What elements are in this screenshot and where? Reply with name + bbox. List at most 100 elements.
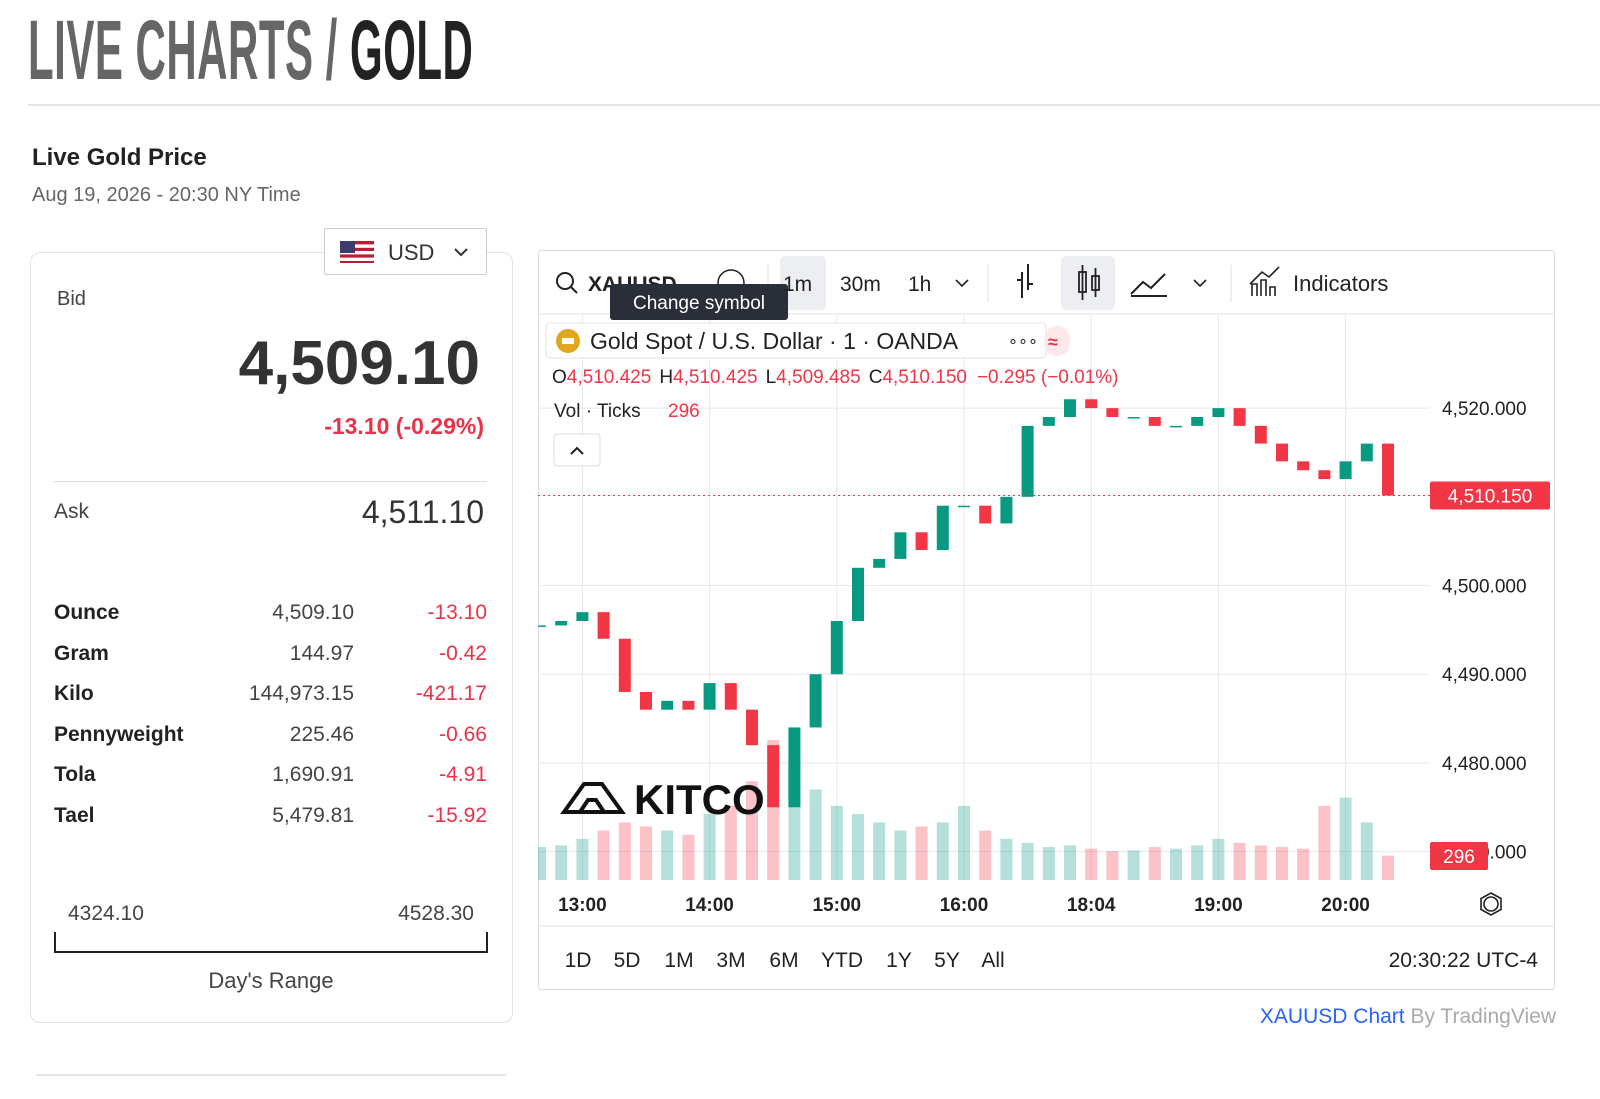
y-tick-label: 4,500.000 bbox=[1442, 577, 1527, 598]
volume-bar bbox=[724, 805, 737, 880]
unit-name: Pennyweight bbox=[54, 722, 184, 746]
chevron bbox=[454, 248, 468, 257]
unit-price: 144,973.15 bbox=[248, 682, 354, 705]
candle bbox=[852, 567, 864, 622]
unit-price: 1,690.91 bbox=[272, 763, 354, 786]
candle bbox=[1297, 461, 1310, 471]
volume-bar bbox=[1000, 838, 1013, 880]
volume-bar bbox=[746, 781, 758, 880]
svg-text:∘∘∘: ∘∘∘ bbox=[1008, 333, 1038, 350]
volume-bar bbox=[640, 826, 652, 880]
range-button[interactable]: All bbox=[981, 949, 1004, 972]
candle bbox=[1339, 461, 1352, 480]
unit-change: -4.91 bbox=[439, 763, 487, 786]
candle bbox=[661, 700, 674, 710]
candle bbox=[724, 683, 737, 710]
range-high: 4528.30 bbox=[398, 902, 474, 925]
range-buttons: 1D 5D 1M 3M 6M YTD 1Y 5Y All bbox=[565, 949, 1005, 972]
candle bbox=[538, 625, 546, 627]
currency-select[interactable]: USD bbox=[324, 228, 487, 275]
candle bbox=[958, 505, 970, 508]
ohlc-key: O bbox=[552, 367, 567, 388]
volume-bar bbox=[809, 789, 822, 880]
unit-price: 144.97 bbox=[289, 641, 354, 665]
ohlc-value: 4,509.485 bbox=[776, 367, 861, 388]
volume-bar bbox=[1042, 847, 1055, 880]
watermark: KITCO bbox=[560, 776, 765, 823]
divider bbox=[36, 1074, 506, 1076]
candle bbox=[1021, 425, 1034, 497]
volume-bar bbox=[682, 834, 695, 880]
unit-change: -0.66 bbox=[439, 722, 487, 746]
unit-change: -0.42 bbox=[439, 641, 487, 665]
credit-link[interactable]: XAUUSD Chart bbox=[1259, 1005, 1405, 1028]
ohlc-change: −0.295 (−0.01%) bbox=[977, 367, 1119, 388]
candle bbox=[1064, 399, 1076, 418]
volume-bar bbox=[538, 847, 546, 880]
range-button[interactable]: 3M bbox=[716, 949, 745, 972]
watermark-text: KITCO bbox=[634, 776, 765, 823]
x-tick-label: 16:00 bbox=[940, 895, 989, 916]
volume-bar bbox=[915, 826, 928, 880]
candle bbox=[1212, 408, 1225, 418]
bid-change: -13.10 (-0.29%) bbox=[324, 413, 484, 439]
range-button[interactable]: 5D bbox=[614, 949, 641, 972]
indicators-button[interactable]: Indicators bbox=[1293, 271, 1388, 296]
volume-label: Vol · Ticks bbox=[554, 401, 641, 422]
candle bbox=[936, 505, 949, 551]
ohlc-key: C bbox=[869, 367, 883, 388]
range-button[interactable]: 6M bbox=[769, 949, 798, 972]
volume-bar bbox=[894, 830, 907, 880]
range-button[interactable]: 1Y bbox=[886, 949, 912, 972]
interval-button[interactable]: 1m bbox=[783, 273, 812, 296]
bid-label: Bid bbox=[57, 288, 86, 310]
candle bbox=[555, 621, 568, 626]
interval-button[interactable]: 30m bbox=[840, 273, 881, 296]
ohlc-value: 4,510.150 bbox=[882, 367, 967, 388]
range-button[interactable]: 1D bbox=[565, 949, 592, 972]
x-tick-label: 20:00 bbox=[1321, 895, 1370, 916]
range-button[interactable]: 5Y bbox=[934, 949, 960, 972]
interval-button[interactable]: 1h bbox=[908, 273, 931, 296]
unit-price: 4,509.10 bbox=[272, 601, 354, 624]
unit-name: Ounce bbox=[54, 601, 120, 624]
ohlc-key: L bbox=[766, 367, 777, 388]
candle bbox=[1085, 399, 1098, 409]
y-tick-label: 4,490.000 bbox=[1442, 665, 1527, 686]
candle bbox=[1148, 417, 1161, 426]
volume-bar bbox=[703, 814, 716, 880]
candle bbox=[1127, 417, 1140, 419]
svg-text:≈: ≈ bbox=[1048, 332, 1058, 352]
volume-bar bbox=[1021, 842, 1034, 880]
unit-name: Tola bbox=[54, 763, 96, 786]
credit-text: By TradingView bbox=[1410, 1005, 1556, 1028]
candle bbox=[979, 505, 992, 524]
last-price-badge bbox=[1430, 481, 1550, 510]
volume-bar bbox=[618, 822, 631, 880]
volume-bar bbox=[555, 845, 568, 880]
unit-change: -15.92 bbox=[427, 803, 487, 827]
legend-title[interactable]: Gold Spot / U.S. Dollar · 1 · OANDA bbox=[590, 328, 959, 354]
price-card bbox=[30, 252, 513, 1023]
clock: 20:30:22 UTC-4 bbox=[1389, 949, 1539, 972]
collapse-button[interactable] bbox=[553, 433, 601, 467]
last-price-label: 4,510.150 bbox=[1448, 486, 1533, 507]
candle bbox=[1318, 470, 1331, 480]
range-button[interactable]: YTD bbox=[821, 949, 863, 972]
timestamp: Aug 19, 2026 - 20:30 NY Time bbox=[32, 184, 301, 206]
tooltip-text: Change symbol bbox=[633, 293, 765, 314]
divider bbox=[28, 104, 1600, 106]
candle bbox=[767, 745, 780, 808]
candle bbox=[809, 674, 822, 728]
volume-badge-label: 296 bbox=[1443, 847, 1475, 868]
title-metal: GOLD bbox=[350, 3, 474, 97]
unit-name: Gram bbox=[54, 641, 109, 665]
volume-bar bbox=[1233, 842, 1246, 880]
candle bbox=[1360, 443, 1373, 462]
volume-bar bbox=[1254, 845, 1267, 880]
candle bbox=[1382, 443, 1394, 496]
volume-bar bbox=[1276, 847, 1288, 880]
volume-bar bbox=[597, 830, 610, 880]
range-button[interactable]: 1M bbox=[664, 949, 693, 972]
